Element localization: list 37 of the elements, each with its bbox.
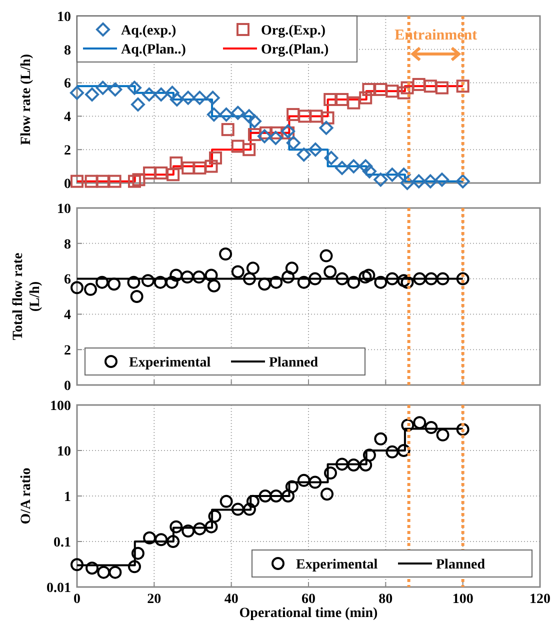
- x-tick-label: 100: [452, 592, 474, 607]
- x-tick-label: 80: [378, 592, 393, 607]
- y-tick-label: 2: [64, 144, 71, 158]
- legend-label: Org.(Plan.): [261, 42, 329, 58]
- legend-label: Experimental: [129, 355, 211, 370]
- x-axis-title: Operational time (min): [239, 606, 378, 621]
- y-tick-label: 8: [64, 237, 71, 252]
- y-tick-label: 1: [64, 490, 71, 505]
- x-tick-label: 120: [530, 592, 550, 607]
- y-tick-label: 6: [64, 272, 71, 288]
- legend-label: Org.(Exp.): [261, 23, 326, 38]
- y-tick-label: 8: [64, 43, 71, 58]
- y-axis-title: Flow rate (L/h): [19, 54, 34, 145]
- legend-label: Aq.(Plan..): [121, 42, 186, 58]
- x-tick-label: 40: [224, 592, 238, 607]
- annotation: Entrainment: [394, 27, 478, 44]
- y-axis-title: Total flow rate (L/h): [11, 252, 43, 340]
- y-tick-label: 10: [57, 10, 71, 25]
- y-tick-label: 10: [57, 202, 71, 217]
- y-tick-label: 2: [64, 344, 71, 358]
- y-tick-label: 4: [64, 110, 71, 126]
- y-tick-label: 10: [57, 444, 71, 460]
- x-tick-label: 60: [302, 592, 316, 607]
- y-tick-label: 100: [50, 398, 71, 414]
- legend-label: Experimental: [296, 557, 378, 572]
- x-tick-label: 20: [147, 592, 162, 607]
- y-axis-title: O/A ratio: [19, 468, 34, 524]
- y-tick-label: 0: [64, 176, 71, 192]
- y-tick-label: 6: [64, 76, 71, 92]
- x-tick-label: 0: [74, 592, 80, 607]
- y-tick-label: 0.01: [46, 580, 71, 596]
- legend-label: Planned: [436, 557, 486, 572]
- y-tick-label: 0: [64, 378, 71, 394]
- legend-label: Planned: [269, 355, 318, 370]
- y-tick-label: 4: [64, 308, 71, 324]
- legend-label: Aq.(exp.): [121, 23, 177, 38]
- y-tick-label: 0.1: [54, 535, 71, 550]
